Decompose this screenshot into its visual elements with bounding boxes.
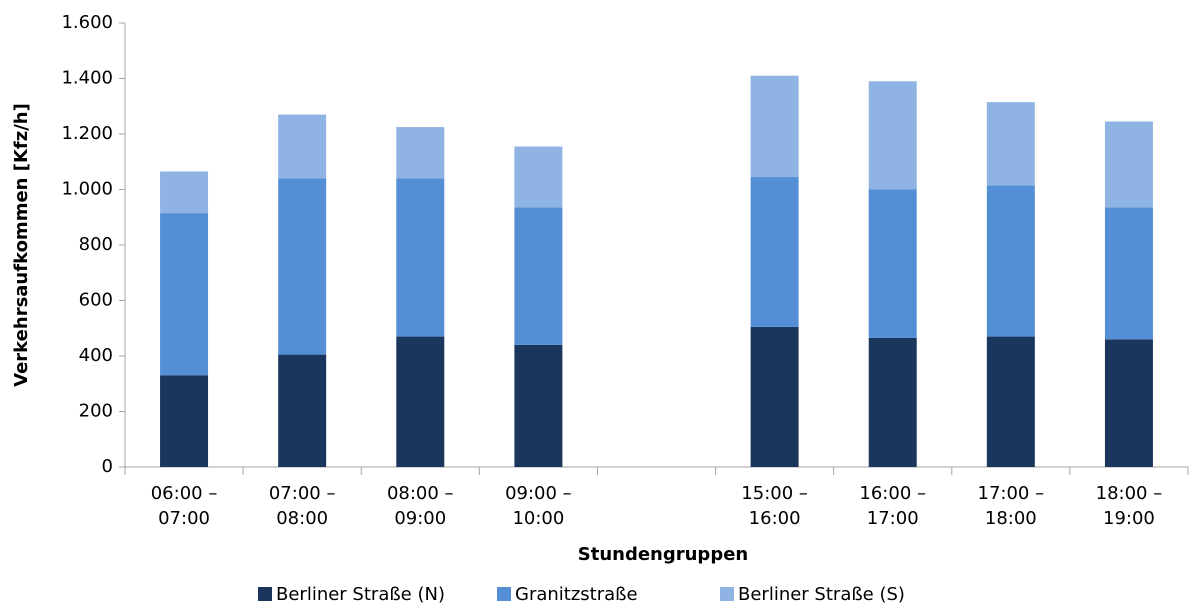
y-tick-label: 200: [79, 401, 113, 422]
bar-segment: [396, 127, 445, 179]
bar-segment: [278, 114, 327, 179]
bar-segment: [160, 171, 209, 214]
bar-segment: [868, 189, 917, 338]
legend-label: Berliner Straße (S): [738, 584, 905, 605]
legend-swatch: [720, 587, 734, 601]
y-tick-label: 0: [102, 456, 113, 477]
x-tick-label: 16:00 – 17:00: [859, 483, 927, 529]
y-tick-label: 1.200: [61, 123, 113, 144]
y-tick-label: 1.000: [61, 179, 113, 200]
bar-segment: [986, 185, 1035, 337]
bar-segment: [396, 178, 445, 337]
x-tick-label: 07:00 – 08:00: [268, 483, 336, 529]
bar-segment: [278, 354, 327, 467]
y-tick-label: 600: [79, 290, 113, 311]
legend-label: Berliner Straße (N): [276, 584, 445, 605]
legend-swatch: [258, 587, 272, 601]
bar-segment: [750, 326, 799, 467]
y-tick-label: 400: [79, 345, 113, 366]
x-tick-label: 08:00 – 09:00: [386, 483, 454, 529]
bar-segment: [1104, 207, 1153, 340]
legend-label: Granitzstraße: [515, 584, 638, 605]
x-tick-label: 09:00 – 10:00: [505, 483, 572, 529]
bar-segment: [1104, 121, 1153, 208]
bar-segment: [514, 344, 563, 467]
x-tick-label: 17:00 – 18:00: [977, 483, 1045, 529]
bar-segment: [514, 207, 563, 345]
y-tick-label: 800: [79, 234, 113, 255]
bar-segment: [160, 375, 209, 467]
legend-swatch: [497, 587, 511, 601]
bar-segment: [750, 75, 799, 178]
bar-segment: [868, 337, 917, 467]
x-tick-label: 06:00 – 07:00: [150, 483, 218, 529]
bar-segment: [986, 102, 1035, 186]
bar-segment: [278, 178, 327, 355]
bar-segment: [986, 336, 1035, 467]
x-tick-label: 18:00 – 19:00: [1095, 483, 1163, 529]
x-tick-label: 15:00 – 16:00: [741, 483, 808, 529]
bar-segment: [160, 213, 209, 376]
y-axis-title: Verkehrsaufkommen [Kfz/h]: [11, 103, 32, 387]
y-tick-label: 1.400: [61, 68, 113, 89]
bar-segment: [750, 177, 799, 327]
bar-segment: [1104, 339, 1153, 467]
bar-segment: [868, 81, 917, 190]
bar-segment: [396, 336, 445, 467]
bar-segment: [514, 146, 563, 208]
x-axis-title: Stundengruppen: [578, 544, 748, 565]
y-tick-label: 1.600: [61, 12, 113, 33]
